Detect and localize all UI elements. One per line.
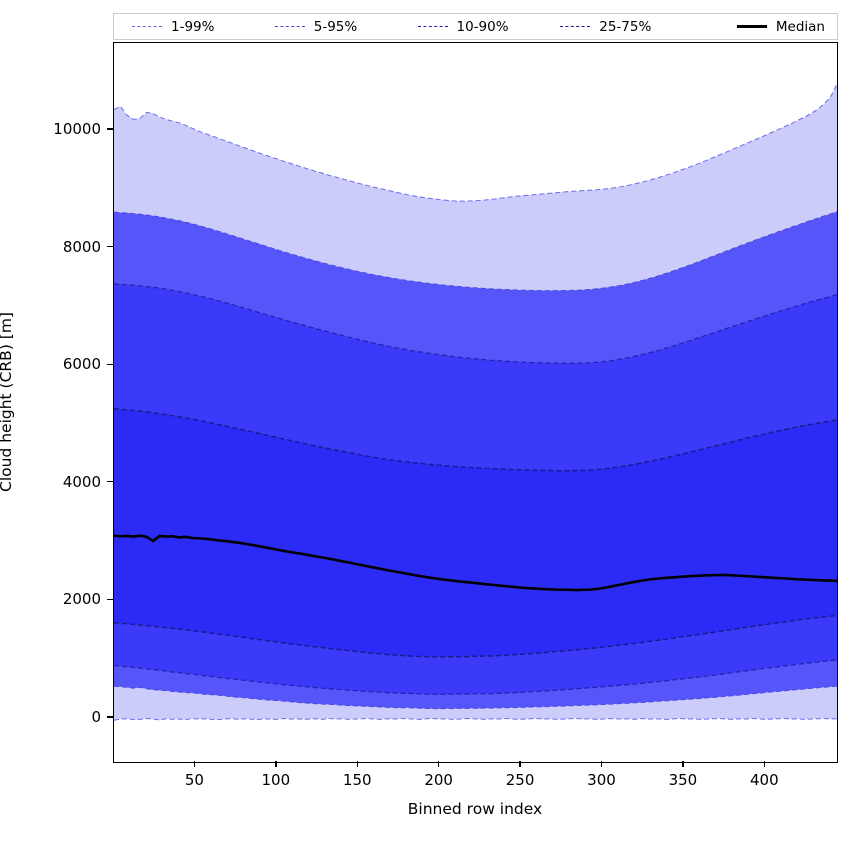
legend-swatch-icon: [132, 26, 162, 27]
y-tick-mark: [107, 598, 113, 601]
y-tick-mark: [107, 716, 113, 718]
x-tick-label: 350: [668, 771, 698, 789]
y-tick-label: 6000: [62, 355, 101, 374]
band-10-90-lower-edge: [114, 659, 837, 695]
x-tick-label: 250: [505, 771, 535, 789]
y-tick-mark: [107, 363, 113, 365]
y-tick-label: 10000: [53, 120, 101, 138]
x-tick-mark: [519, 761, 521, 767]
y-tick-mark: [107, 481, 113, 483]
band-5-95-lower-edge: [114, 685, 837, 710]
band-1-99-lower-edge: [114, 718, 837, 721]
x-tick-label: 200: [424, 771, 453, 789]
y-tick-label: 2000: [62, 590, 101, 609]
band-25-75-upper-edge: [114, 407, 837, 472]
y-tick-label: 8000: [62, 237, 101, 256]
legend-label: Median: [775, 18, 825, 35]
x-tick-label: 100: [261, 771, 291, 789]
band-25-75-lower-edge: [114, 614, 837, 658]
x-tick-mark: [600, 761, 603, 767]
x-tick-mark: [275, 761, 277, 767]
band-5-95-upper-edge: [114, 211, 837, 292]
x-tick-mark: [682, 761, 684, 767]
legend-label: 5-95%: [313, 18, 358, 35]
x-tick-label: 400: [750, 771, 779, 789]
legend-entry-25-75[interactable]: 25-75%: [542, 19, 685, 35]
y-tick-mark: [107, 245, 113, 248]
x-tick-label: 300: [587, 771, 616, 789]
band-25-75-fill: [114, 408, 837, 658]
legend-swatch-icon: [560, 26, 591, 27]
legend-entry-10-90[interactable]: 10-90%: [400, 19, 543, 35]
x-tick-label: 50: [184, 771, 204, 789]
y-tick-mark: [107, 128, 113, 130]
x-tick-mark: [438, 761, 440, 767]
x-tick-mark: [356, 761, 358, 767]
band-10-90-upper-edge: [114, 283, 837, 364]
legend-swatch-icon: [736, 25, 767, 28]
x-axis-label: Binned row index: [407, 800, 543, 818]
y-tick-label: 4000: [62, 472, 101, 491]
x-tick-label: 150: [342, 771, 372, 789]
legend-entry-1-99[interactable]: 1-99%: [114, 19, 257, 35]
y-tick-label: 0: [91, 707, 101, 726]
legend-label: 10-90%: [456, 18, 509, 35]
legend-label: 25-75%: [599, 18, 652, 35]
legend-swatch-icon: [274, 26, 305, 27]
legend-entry-5-95[interactable]: 5-95%: [257, 19, 400, 35]
plot-area: [113, 42, 838, 763]
x-tick-mark: [193, 761, 196, 767]
x-tick-mark: [763, 761, 766, 767]
chart-legend: 1-99% 5-95% 10-90% 25-75% Median: [113, 13, 838, 40]
median-line: [114, 534, 837, 592]
y-axis-label: Cloud height (CRB) [m]: [0, 312, 15, 492]
legend-swatch-icon: [417, 26, 448, 27]
percentile-band-plot: [114, 83, 837, 721]
legend-entry-median[interactable]: Median: [685, 19, 837, 35]
legend-label: 1-99%: [171, 18, 215, 35]
